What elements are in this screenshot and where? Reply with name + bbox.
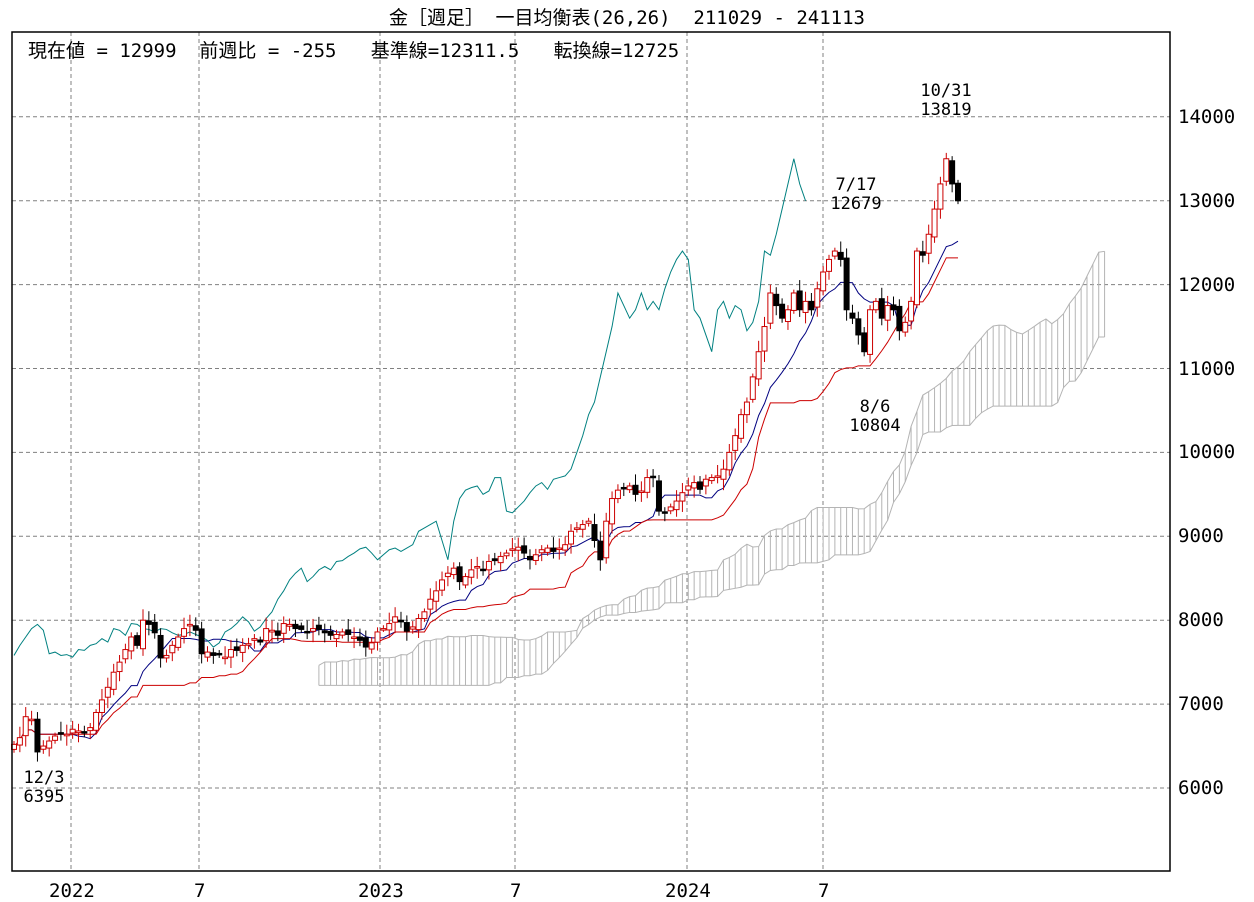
price-annotation: 8/6 10804 — [849, 397, 901, 436]
x-tick-label: 7 — [510, 880, 522, 902]
y-tick-label: 8000 — [1178, 609, 1224, 632]
price-annotation: 12/3 6395 — [23, 768, 65, 807]
x-tick-label: 7 — [194, 880, 206, 902]
grid-lines — [12, 32, 1170, 871]
y-tick-label: 12000 — [1178, 273, 1236, 296]
plot-frame — [11, 31, 1171, 872]
ichimoku-cloud — [318, 250, 1106, 686]
chart-title: 金［週足］ 一目均衡表(26,26) 211029 - 241113 — [389, 7, 865, 29]
x-tick-label: 2022 — [49, 880, 95, 902]
y-tick-label: 14000 — [1178, 105, 1236, 128]
x-tick-label: 2023 — [358, 880, 404, 902]
y-tick-label: 6000 — [1178, 777, 1224, 799]
price-annotation: 10/31 13819 — [920, 81, 972, 120]
y-tick-label: 11000 — [1178, 357, 1236, 380]
y-tick-label: 9000 — [1178, 525, 1224, 548]
candlesticks — [11, 152, 961, 762]
y-tick-label: 7000 — [1178, 693, 1224, 716]
x-tick-label: 2024 — [665, 880, 711, 902]
info-bar: 現在値 = 12999 前週比 = -255 基準線=12311.5 転換線=1… — [28, 40, 680, 62]
price-annotation: 7/17 12679 — [830, 175, 882, 214]
y-tick-label: 13000 — [1178, 189, 1236, 212]
x-tick-label: 7 — [818, 880, 830, 902]
y-tick-label: 10000 — [1178, 441, 1236, 464]
